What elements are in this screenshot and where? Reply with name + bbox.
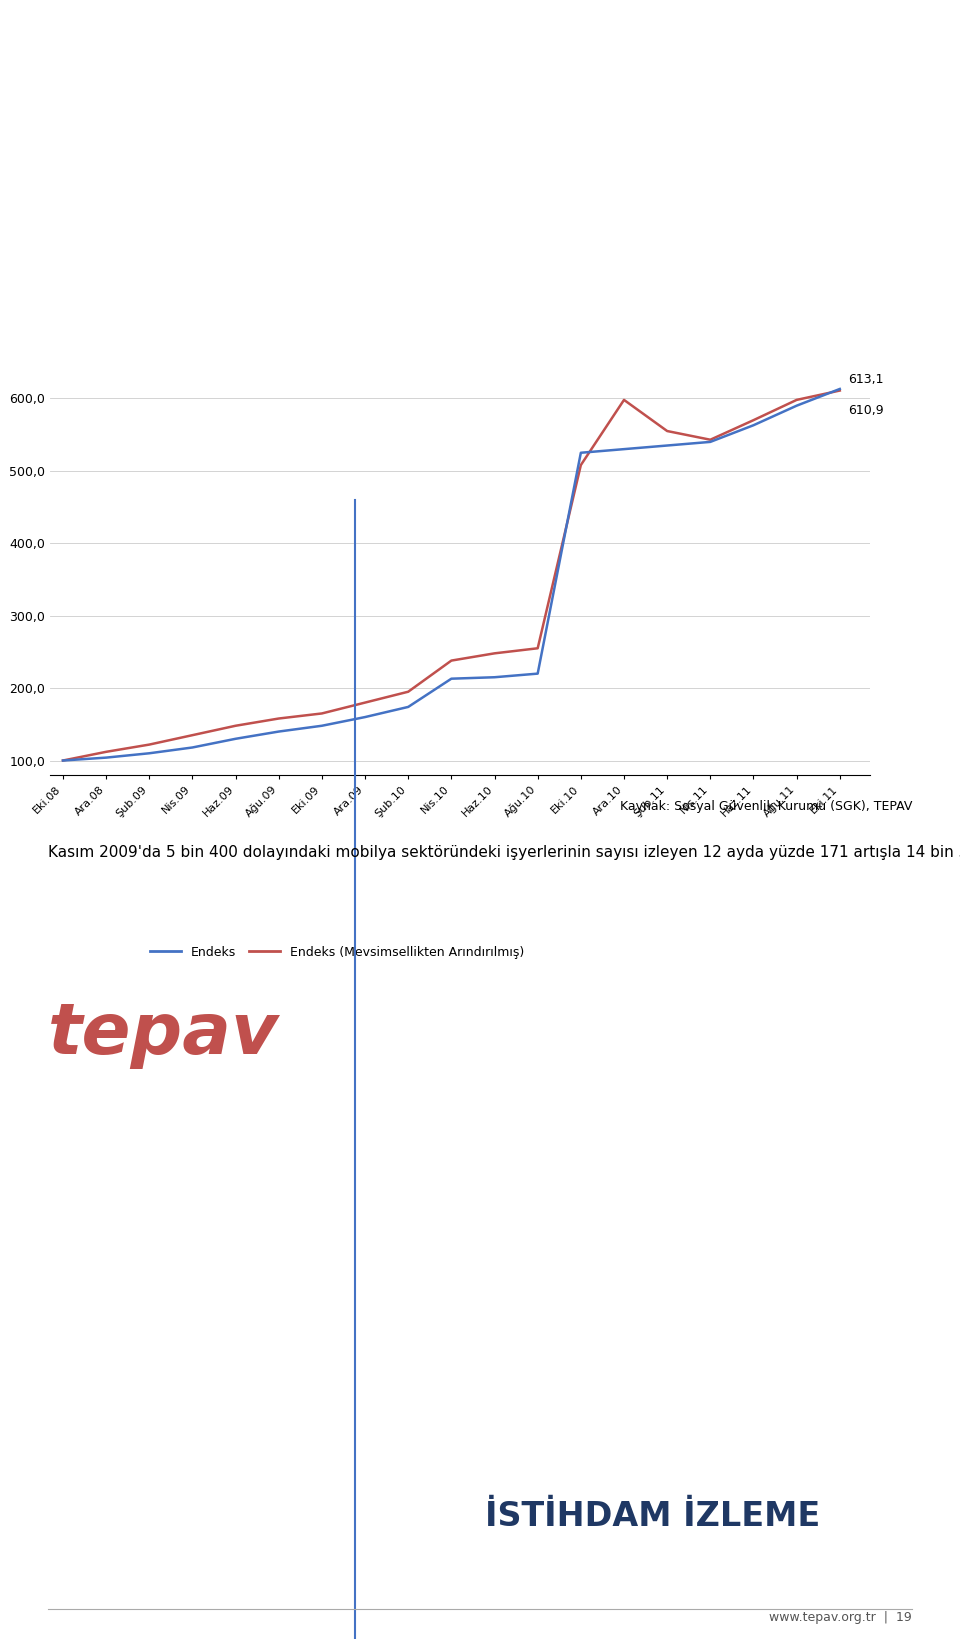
Text: www.tepav.org.tr  |  19: www.tepav.org.tr | 19 [769,1611,912,1624]
Endeks [489,667,500,687]
Endeks [143,744,155,764]
Endeks (Mevsimsellikten Arındırılmış) [143,734,155,754]
Endeks (Mevsimsellikten Arındırılmış) [532,639,543,659]
Endeks (Mevsimsellikten Arındırılmış) [489,644,500,664]
Line: Endeks (Mevsimsellikten Arındırılmış): Endeks (Mevsimsellikten Arındırılmış) [63,390,840,760]
Endeks (Mevsimsellikten Arındırılmış) [402,682,414,701]
Endeks [402,697,414,716]
Endeks [229,729,241,749]
Endeks (Mevsimsellikten Arındırılmış) [661,421,673,441]
Endeks [273,721,284,741]
Endeks (Mevsimsellikten Arındırılmış) [101,742,112,762]
Endeks (Mevsimsellikten Arındırılmış) [229,716,241,736]
Text: Kasım 2009'da 5 bin 400 dolayındaki mobilya sektöründeki işyerlerinin sayısı izl: Kasım 2009'da 5 bin 400 dolayındaki mobi… [48,846,960,860]
Text: 613,1: 613,1 [848,374,883,387]
Endeks [834,379,846,398]
Endeks (Mevsimsellikten Arındırılmış) [58,751,69,770]
Endeks [661,436,673,456]
Endeks (Mevsimsellikten Arındırılmış) [618,390,630,410]
Endeks [748,415,759,434]
Endeks [101,747,112,767]
Endeks [618,439,630,459]
Endeks (Mevsimsellikten Arındırılmış) [791,390,803,410]
Endeks [359,708,371,728]
Endeks [532,664,543,683]
Legend: Endeks, Endeks (Mevsimsellikten Arındırılmış): Endeks, Endeks (Mevsimsellikten Arındırı… [145,941,529,964]
Endeks (Mevsimsellikten Arındırılmış) [359,693,371,713]
Endeks [705,433,716,452]
Text: tepav: tepav [48,1000,279,1069]
Line: Endeks: Endeks [63,388,840,760]
Endeks [791,397,803,416]
Text: Kaynak: Sosyal Güvenlik Kurumu (SGK), TEPAV: Kaynak: Sosyal Güvenlik Kurumu (SGK), TE… [619,800,912,813]
Endeks [445,669,457,688]
Text: 610,9: 610,9 [848,405,884,418]
Endeks (Mevsimsellikten Arındırılmış) [834,380,846,400]
Endeks [575,443,587,462]
Endeks (Mevsimsellikten Arındırılmış) [273,708,284,728]
Endeks [58,751,69,770]
Endeks (Mevsimsellikten Arındırılmış) [748,410,759,429]
Endeks (Mevsimsellikten Arındırılmış) [316,703,327,723]
Endeks [316,716,327,736]
Endeks (Mevsimsellikten Arındırılmış) [575,456,587,475]
Endeks [186,738,198,757]
Endeks (Mevsimsellikten Arındırılmış) [186,726,198,746]
Endeks (Mevsimsellikten Arındırılmış) [445,651,457,670]
Endeks (Mevsimsellikten Arındırılmış) [705,429,716,449]
Text: İSTİHDAM İZLEME: İSTİHDAM İZLEME [485,1500,821,1532]
